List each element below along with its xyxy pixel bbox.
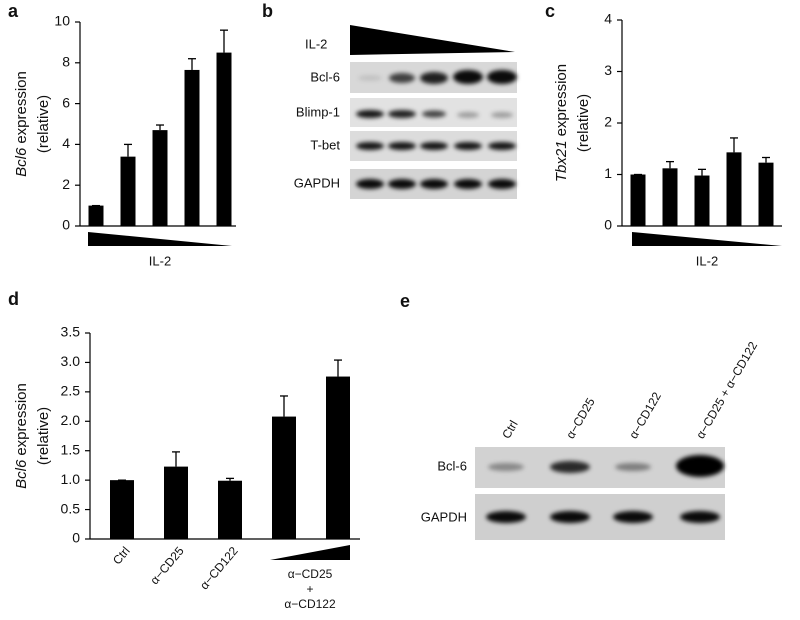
y-tick-label: 0 xyxy=(604,217,612,233)
y-tick-label: 3.5 xyxy=(61,324,81,340)
y-axis-label: (relative) xyxy=(35,95,52,153)
bar xyxy=(218,480,242,539)
gene-name: Tbx21 xyxy=(553,140,570,182)
row-label: Bcl-6 xyxy=(310,69,340,84)
y-tick-label: 0 xyxy=(62,217,70,233)
y-tick-label: 8 xyxy=(62,54,70,70)
x-tick-label: α−CD122 xyxy=(197,544,241,593)
lane-label: α−CD25 + α−CD122 xyxy=(693,339,760,441)
row-label: GAPDH xyxy=(294,175,340,190)
y-axis-label: Tbx21 expression xyxy=(553,64,570,182)
bar xyxy=(164,466,188,539)
label-text: expression xyxy=(553,64,570,137)
y-tick-label: 6 xyxy=(62,94,70,110)
y-tick-label: 0 xyxy=(72,530,80,546)
bar xyxy=(152,130,168,226)
wedge xyxy=(88,232,232,246)
y-tick-label: 4 xyxy=(604,11,612,27)
bar xyxy=(120,156,136,226)
y-tick-label: 3 xyxy=(604,62,612,78)
y-tick-label: 2 xyxy=(62,176,70,192)
y-axis-label: Bcl6 expression xyxy=(13,383,30,489)
y-tick-label: 2.5 xyxy=(61,383,81,399)
wedge xyxy=(270,545,350,560)
x-tick-label: Ctrl xyxy=(110,544,133,567)
bar xyxy=(694,175,710,226)
group-label: α−CD25 xyxy=(288,567,333,581)
y-tick-label: 4 xyxy=(62,135,70,151)
y-tick-label: 1 xyxy=(604,165,612,181)
lane-label: α−CD25 xyxy=(563,395,598,441)
gene-name: Bcl6 xyxy=(13,459,30,489)
panel-letter: b xyxy=(262,1,273,21)
y-tick-label: 0.5 xyxy=(61,500,81,516)
panel-letter: d xyxy=(8,289,19,309)
ladder-label: IL-2 xyxy=(305,36,327,51)
gene-name: Bcl6 xyxy=(13,147,30,177)
row-label: GAPDH xyxy=(421,509,467,524)
bands xyxy=(486,455,724,523)
y-tick-label: 1.5 xyxy=(61,441,81,457)
bar xyxy=(630,174,646,226)
y-axis-label: Bcl6 expression xyxy=(13,71,30,177)
bar xyxy=(184,69,200,226)
row-label: Bcl-6 xyxy=(437,458,467,473)
bar xyxy=(758,162,774,226)
panel-letter: e xyxy=(400,291,410,311)
y-axis-label: (relative) xyxy=(575,94,592,152)
blot-b: b IL-2 Bcl-6 xyxy=(262,1,517,199)
y-tick-label: 3.0 xyxy=(61,353,81,369)
x-axis-label: IL-2 xyxy=(149,253,171,268)
blot-e: e Bcl-6 GAPDH Ctrl α−CD25 α−CD122 α−CD25… xyxy=(400,291,760,540)
il2-wedge xyxy=(350,25,515,55)
panel-letter: a xyxy=(8,1,19,21)
lane-label: Ctrl xyxy=(499,418,520,441)
y-axis-label: (relative) xyxy=(35,407,52,465)
y-tick-label: 1.0 xyxy=(61,471,81,487)
group-label: α−CD122 xyxy=(284,597,336,611)
bar xyxy=(272,416,296,539)
y-tick-label: 10 xyxy=(54,13,70,29)
bar xyxy=(110,480,134,539)
row-label: Blimp-1 xyxy=(296,104,340,119)
bar xyxy=(726,152,742,226)
bar xyxy=(326,376,350,539)
x-tick-label: α−CD25 xyxy=(147,544,187,587)
panel-letter: c xyxy=(545,1,555,21)
group-label: + xyxy=(306,582,313,596)
label-text: expression xyxy=(13,71,30,144)
bar xyxy=(88,205,104,226)
wedge xyxy=(632,232,782,246)
row-label: T-bet xyxy=(310,137,340,152)
y-tick-label: 2 xyxy=(604,114,612,130)
bar xyxy=(662,168,678,226)
y-tick-label: 2.0 xyxy=(61,412,81,428)
bands xyxy=(356,70,517,189)
label-text: expression xyxy=(13,383,30,456)
lane-label: α−CD122 xyxy=(626,389,664,441)
bar xyxy=(216,52,232,226)
x-axis-label: IL-2 xyxy=(696,253,718,268)
